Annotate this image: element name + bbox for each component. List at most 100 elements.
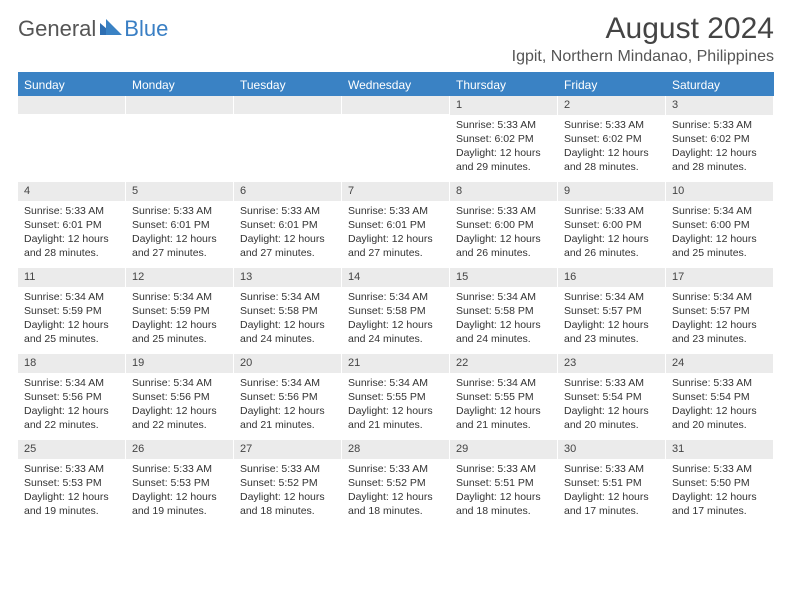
day-body: Sunrise: 5:33 AMSunset: 5:52 PMDaylight:… [234, 459, 341, 525]
day-number: 1 [450, 96, 557, 115]
sunrise-text: Sunrise: 5:33 AM [132, 204, 227, 218]
day-number: 31 [666, 440, 773, 459]
day-body: Sunrise: 5:34 AMSunset: 5:57 PMDaylight:… [666, 287, 773, 353]
day-cell [18, 96, 126, 182]
week-row: 1Sunrise: 5:33 AMSunset: 6:02 PMDaylight… [18, 96, 774, 182]
sunrise-text: Sunrise: 5:34 AM [672, 204, 767, 218]
day-body: Sunrise: 5:34 AMSunset: 6:00 PMDaylight:… [666, 201, 773, 267]
day-body: Sunrise: 5:34 AMSunset: 5:56 PMDaylight:… [126, 373, 233, 439]
sunset-text: Sunset: 6:02 PM [456, 132, 551, 146]
day-body: Sunrise: 5:33 AMSunset: 6:02 PMDaylight:… [558, 115, 665, 181]
day-cell: 5 Sunrise: 5:33 AMSunset: 6:01 PMDaylight… [126, 182, 234, 268]
day-number: 22 [450, 354, 557, 373]
day-cell: 27Sunrise: 5:33 AMSunset: 5:52 PMDayligh… [234, 440, 342, 526]
day-number: 7 [342, 182, 449, 201]
brand-triangle-icon [100, 19, 122, 40]
day-body: Sunrise: 5:33 AMSunset: 5:50 PMDaylight:… [666, 459, 773, 525]
sunrise-text: Sunrise: 5:33 AM [456, 118, 551, 132]
day-cell: 22Sunrise: 5:34 AMSunset: 5:55 PMDayligh… [450, 354, 558, 440]
sunset-text: Sunset: 6:01 PM [240, 218, 335, 232]
sunrise-text: Sunrise: 5:33 AM [672, 462, 767, 476]
day-number: 9 [558, 182, 665, 201]
day-number: 13 [234, 268, 341, 287]
daylight-text: Daylight: 12 hours and 20 minutes. [564, 404, 659, 432]
sunset-text: Sunset: 5:54 PM [672, 390, 767, 404]
sunset-text: Sunset: 5:50 PM [672, 476, 767, 490]
sunset-text: Sunset: 5:58 PM [240, 304, 335, 318]
brand-blue: Blue [124, 16, 168, 42]
page-header: General Blue August 2024 Igpit, Northern… [18, 12, 774, 66]
day-number [234, 96, 341, 114]
daylight-text: Daylight: 12 hours and 25 minutes. [24, 318, 119, 346]
week-row: 4Sunrise: 5:33 AMSunset: 6:01 PMDaylight… [18, 182, 774, 268]
day-body: Sunrise: 5:33 AMSunset: 5:53 PMDaylight:… [18, 459, 125, 525]
daylight-text: Daylight: 12 hours and 27 minutes. [132, 232, 227, 260]
day-cell: 18Sunrise: 5:34 AMSunset: 5:56 PMDayligh… [18, 354, 126, 440]
day-cell [342, 96, 450, 182]
day-number: 5 [126, 182, 233, 201]
day-number: 20 [234, 354, 341, 373]
day-body: Sunrise: 5:33 AMSunset: 5:53 PMDaylight:… [126, 459, 233, 525]
week-row: 11Sunrise: 5:34 AMSunset: 5:59 PMDayligh… [18, 268, 774, 354]
title-block: August 2024 Igpit, Northern Mindanao, Ph… [512, 12, 774, 66]
day-body: Sunrise: 5:33 AMSunset: 6:01 PMDaylight:… [18, 201, 125, 267]
day-cell: 21Sunrise: 5:34 AMSunset: 5:55 PMDayligh… [342, 354, 450, 440]
sunrise-text: Sunrise: 5:34 AM [348, 290, 443, 304]
weeks-container: 1Sunrise: 5:33 AMSunset: 6:02 PMDaylight… [18, 96, 774, 526]
sunset-text: Sunset: 5:53 PM [24, 476, 119, 490]
sunset-text: Sunset: 5:55 PM [348, 390, 443, 404]
sunrise-text: Sunrise: 5:33 AM [240, 204, 335, 218]
sunrise-text: Sunrise: 5:34 AM [564, 290, 659, 304]
sunrise-text: Sunrise: 5:34 AM [348, 376, 443, 390]
day-cell: 8Sunrise: 5:33 AMSunset: 6:00 PMDaylight… [450, 182, 558, 268]
sunset-text: Sunset: 5:54 PM [564, 390, 659, 404]
daylight-text: Daylight: 12 hours and 19 minutes. [24, 490, 119, 518]
sunset-text: Sunset: 6:00 PM [456, 218, 551, 232]
day-cell: 3Sunrise: 5:33 AMSunset: 6:02 PMDaylight… [666, 96, 774, 182]
daylight-text: Daylight: 12 hours and 24 minutes. [348, 318, 443, 346]
sunrise-text: Sunrise: 5:33 AM [564, 376, 659, 390]
day-number: 25 [18, 440, 125, 459]
day-cell [126, 96, 234, 182]
day-body: Sunrise: 5:33 AMSunset: 5:51 PMDaylight:… [558, 459, 665, 525]
day-cell: 14Sunrise: 5:34 AMSunset: 5:58 PMDayligh… [342, 268, 450, 354]
sunset-text: Sunset: 5:52 PM [348, 476, 443, 490]
sunrise-text: Sunrise: 5:34 AM [132, 290, 227, 304]
day-body: Sunrise: 5:33 AMSunset: 6:01 PMDaylight:… [342, 201, 449, 267]
day-body: Sunrise: 5:33 AMSunset: 5:54 PMDaylight:… [666, 373, 773, 439]
sunrise-text: Sunrise: 5:34 AM [456, 290, 551, 304]
sunset-text: Sunset: 6:01 PM [132, 218, 227, 232]
daylight-text: Daylight: 12 hours and 27 minutes. [240, 232, 335, 260]
sunrise-text: Sunrise: 5:33 AM [348, 204, 443, 218]
day-body: Sunrise: 5:34 AMSunset: 5:59 PMDaylight:… [18, 287, 125, 353]
day-number: 2 [558, 96, 665, 115]
daylight-text: Daylight: 12 hours and 17 minutes. [564, 490, 659, 518]
daylight-text: Daylight: 12 hours and 23 minutes. [672, 318, 767, 346]
day-body: Sunrise: 5:34 AMSunset: 5:58 PMDaylight:… [450, 287, 557, 353]
day-cell: 25Sunrise: 5:33 AMSunset: 5:53 PMDayligh… [18, 440, 126, 526]
day-cell: 20Sunrise: 5:34 AMSunset: 5:56 PMDayligh… [234, 354, 342, 440]
day-body: Sunrise: 5:33 AMSunset: 5:52 PMDaylight:… [342, 459, 449, 525]
day-body: Sunrise: 5:34 AMSunset: 5:56 PMDaylight:… [234, 373, 341, 439]
daylight-text: Daylight: 12 hours and 23 minutes. [564, 318, 659, 346]
daylight-text: Daylight: 12 hours and 29 minutes. [456, 146, 551, 174]
sunset-text: Sunset: 6:00 PM [672, 218, 767, 232]
brand-general: General [18, 16, 96, 42]
daylight-text: Daylight: 12 hours and 19 minutes. [132, 490, 227, 518]
day-number: 15 [450, 268, 557, 287]
sunrise-text: Sunrise: 5:34 AM [24, 290, 119, 304]
month-title: August 2024 [512, 12, 774, 46]
daylight-text: Daylight: 12 hours and 28 minutes. [24, 232, 119, 260]
day-number [18, 96, 125, 114]
day-cell: 4Sunrise: 5:33 AMSunset: 6:01 PMDaylight… [18, 182, 126, 268]
day-cell: 11Sunrise: 5:34 AMSunset: 5:59 PMDayligh… [18, 268, 126, 354]
sunset-text: Sunset: 5:58 PM [456, 304, 551, 318]
sunrise-text: Sunrise: 5:34 AM [240, 376, 335, 390]
sunrise-text: Sunrise: 5:34 AM [672, 290, 767, 304]
day-cell: 26Sunrise: 5:33 AMSunset: 5:53 PMDayligh… [126, 440, 234, 526]
daylight-text: Daylight: 12 hours and 18 minutes. [348, 490, 443, 518]
day-cell: 23Sunrise: 5:33 AMSunset: 5:54 PMDayligh… [558, 354, 666, 440]
day-number: 29 [450, 440, 557, 459]
day-number: 11 [18, 268, 125, 287]
day-body: Sunrise: 5:33 AMSunset: 6:01 PMDaylight:… [234, 201, 341, 267]
